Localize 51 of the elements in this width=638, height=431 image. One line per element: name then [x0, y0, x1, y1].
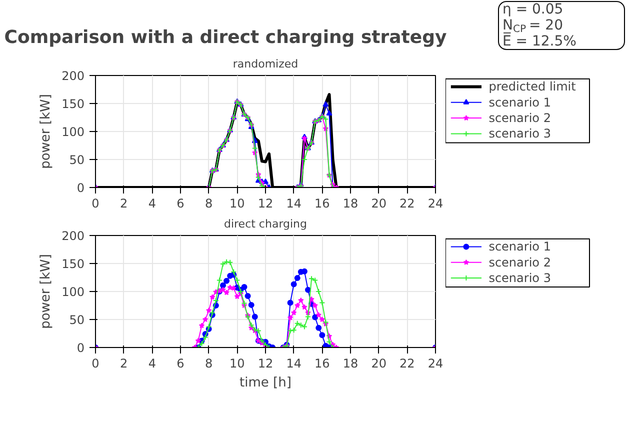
y-tick-label: 100 — [62, 125, 84, 139]
y-tick-label: 50 — [69, 153, 85, 167]
x-tick-label: 0 — [92, 196, 100, 210]
text: E̅ = 12.5% — [502, 32, 576, 50]
x-tick-label: 6 — [176, 196, 184, 210]
x-tick-label: 18 — [342, 356, 358, 370]
x-tick-label: 10 — [230, 196, 245, 210]
x-tick-label: 4 — [148, 196, 156, 210]
x-tick-label: 16 — [314, 356, 330, 370]
y-axis-title: power [kW] — [38, 254, 54, 329]
text: Comparison with a direct charging strategy — [4, 27, 447, 48]
x-tick-label: 24 — [428, 356, 444, 370]
x-tick-label: 24 — [428, 196, 444, 210]
chart-title: direct charging — [224, 218, 308, 230]
x-axis-title: time [h] — [240, 376, 292, 390]
y-tick-label: 150 — [62, 97, 84, 111]
legend-label: scenario 2 — [488, 255, 551, 270]
legend-label: scenario 1 — [488, 240, 551, 254]
x-tick-label: 2 — [120, 356, 128, 370]
x-tick-label: 6 — [176, 356, 184, 370]
x-tick-label: 0 — [92, 356, 100, 370]
x-tick-label: 22 — [400, 196, 415, 210]
legend-label: scenario 3 — [488, 126, 551, 141]
y-tick-label: 0 — [76, 181, 85, 195]
x-tick-label: 2 — [120, 196, 128, 210]
x-tick-label: 12 — [258, 356, 274, 370]
x-tick-label: 10 — [230, 356, 245, 370]
x-tick-label: 12 — [258, 196, 274, 210]
x-tick-label: 14 — [286, 356, 302, 370]
y-tick-label: 150 — [62, 257, 84, 271]
x-tick-label: 14 — [286, 196, 302, 210]
x-tick-label: 18 — [342, 196, 358, 210]
x-tick-label: 16 — [314, 196, 330, 210]
x-tick-label: 8 — [205, 356, 213, 370]
legend-label: predicted limit — [488, 80, 576, 94]
x-tick-label: 22 — [400, 356, 415, 370]
text: η = 0.05 — [502, 2, 564, 18]
y-tick-label: 0 — [76, 341, 85, 355]
y-tick-label: 200 — [62, 69, 84, 83]
x-tick-label: 4 — [148, 356, 156, 370]
x-tick-label: 20 — [371, 356, 386, 370]
legend-label: scenario 1 — [488, 95, 551, 110]
y-tick-label: 100 — [62, 285, 84, 299]
y-tick-label: 50 — [69, 313, 85, 327]
x-tick-label: 8 — [205, 196, 213, 210]
legend-label: scenario 3 — [488, 271, 551, 286]
legend-label: scenario 2 — [488, 111, 551, 126]
x-tick-label: 20 — [371, 196, 386, 210]
y-axis-title: power [kW] — [38, 94, 54, 169]
y-tick-label: 200 — [62, 229, 84, 243]
chart-title: randomized — [232, 58, 298, 70]
